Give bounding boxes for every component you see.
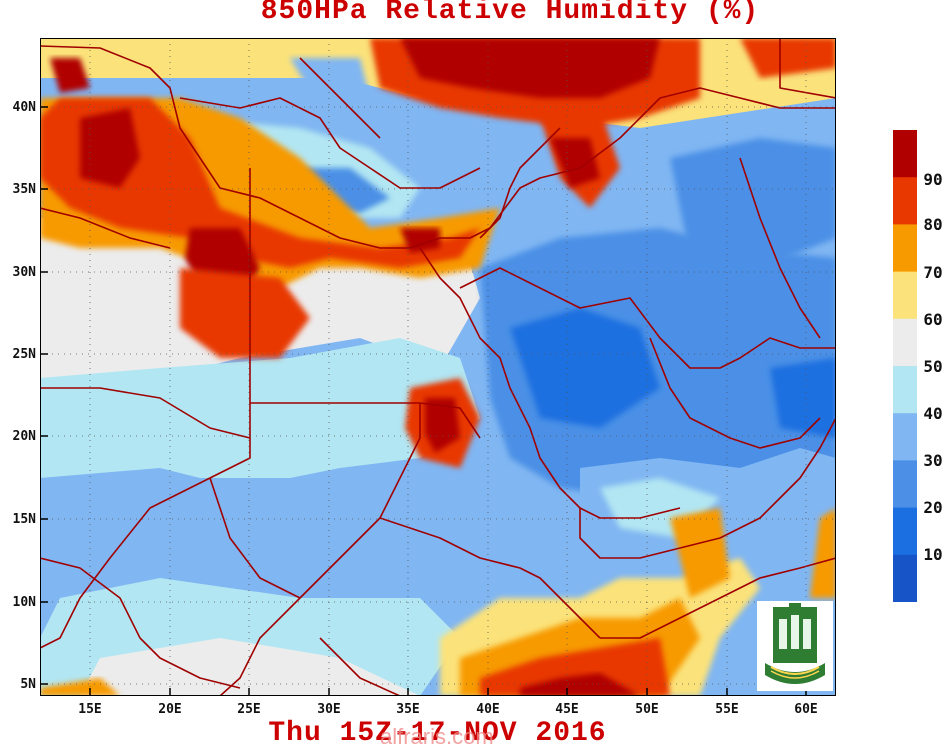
colorbar-swatch [893,271,917,320]
watermark: alfraris.com [380,724,494,749]
lat-label-30n: 30N [12,265,36,280]
university-seal-logo [757,601,833,691]
valid-time-label: Thu 15Z-17-NOV 2016 [268,718,607,749]
country-borders [40,38,836,696]
lat-label-5n: 5N [20,677,36,692]
colorbar-label-20: 20 [923,498,943,517]
lon-label-60e: 60E [794,702,818,717]
colorbar-swatch [893,130,917,178]
colorbar-swatch [893,554,917,602]
axis-ticks [40,106,807,696]
colorbar-label-30: 30 [923,451,943,470]
lon-label-40e: 40E [476,702,500,717]
colorbar-label-10: 10 [923,545,943,564]
lon-label-50e: 50E [635,702,659,717]
colorbar-label-60: 60 [923,310,943,329]
lon-label-45e: 45E [555,702,579,717]
colorbar [893,130,917,602]
seal-icon [757,601,833,691]
colorbar-swatch [893,366,917,414]
colorbar-label-70: 70 [923,263,943,282]
lon-label-20e: 20E [158,702,182,717]
lat-lon-grid [40,38,836,696]
lat-label-10n: 10N [12,595,36,610]
lat-label-40n: 40N [12,100,36,115]
lon-label-15e: 15E [78,702,102,717]
colorbar-label-50: 50 [923,357,943,376]
humidity-field [40,38,836,696]
colorbar-label-90: 90 [923,170,943,189]
colorbar-swatch [893,318,917,367]
lon-label-25e: 25E [237,702,261,717]
humidity-map [40,38,836,696]
colorbar-swatch [893,507,917,556]
lat-label-35n: 35N [12,182,36,197]
lat-label-20n: 20N [12,429,36,444]
colorbar-swatch [893,460,917,509]
colorbar-label-40: 40 [923,404,943,423]
colorbar-swatch [893,413,917,461]
lon-label-30e: 30E [317,702,341,717]
lon-label-35e: 35E [396,702,420,717]
colorbar-swatch [893,224,917,273]
lon-label-55e: 55E [715,702,739,717]
map-title: 850HPa Relative Humidity (%) [260,0,760,27]
lat-label-15n: 15N [12,512,36,527]
colorbar-label-80: 80 [923,215,943,234]
lat-label-25n: 25N [12,347,36,362]
colorbar-swatch [893,177,917,225]
